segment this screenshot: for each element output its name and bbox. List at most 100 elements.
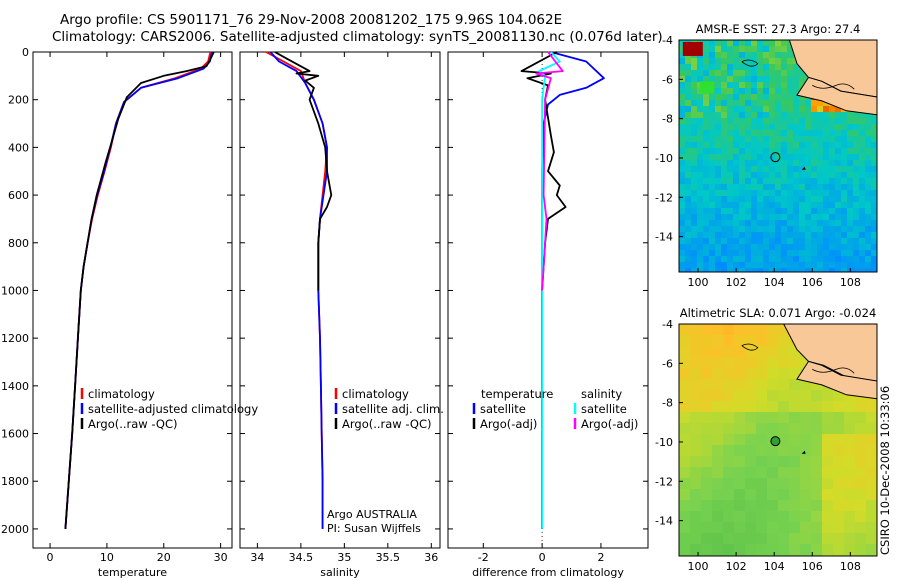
map-cell [679,232,686,239]
map-cell [823,184,830,191]
map-cell [723,489,735,501]
map-cell [709,256,716,263]
map-cell [787,100,794,107]
map-cell [859,160,866,167]
map-cell [781,64,788,71]
map-cell [697,190,704,197]
map-cell [703,226,710,233]
map-cell [787,184,794,191]
map-cell [745,379,757,391]
map-cell [723,357,735,369]
map-cell [775,196,782,203]
map-cell [805,142,812,149]
map-cell [727,58,734,65]
map-cell [697,238,704,245]
map-cell [835,136,842,143]
map-cell [685,166,692,173]
map-cell [859,142,866,149]
map-cell [859,196,866,203]
map-cell [727,82,734,89]
map-cell [767,346,779,358]
map-cell [763,100,770,107]
map-cell [781,46,788,53]
map-cell [751,46,758,53]
map-cell [733,100,740,107]
map-cell [751,100,758,107]
map-cell [697,124,704,131]
map-cell [703,154,710,161]
map-cell [865,244,872,251]
map-cell [767,335,779,347]
map-cell [811,154,818,161]
x-tick-label: 30 [214,551,228,564]
map-cell [793,112,800,119]
map-cell [781,130,788,137]
map-cell [855,478,867,490]
map-cell [789,368,801,380]
map-cell [756,467,768,479]
map-cell [781,256,788,263]
map-cell [733,190,740,197]
y-tick-label: -12 [655,475,673,488]
map-cell [757,160,764,167]
map-cell [690,335,702,347]
map-cell [715,262,722,269]
map-cell [844,390,856,402]
map-cell [793,64,800,71]
map-cell [781,268,788,272]
map-cell [793,136,800,143]
map-cell [685,76,692,83]
map-cell [734,478,746,490]
map-cell [709,166,716,173]
map-cell [775,232,782,239]
map-cell [709,118,716,125]
map-cell [721,82,728,89]
map-cell [805,262,812,269]
map-cell [679,379,691,391]
map-cell [757,142,764,149]
map-cell [789,346,801,358]
map-cell [697,94,704,101]
map-cell [757,46,764,53]
map-cell [799,226,806,233]
map-cell [793,190,800,197]
map-cell [835,166,842,173]
map-cell [712,489,724,501]
map-cell [789,467,801,479]
map-cell [745,220,752,227]
map-cell [745,160,752,167]
map-cell [769,262,776,269]
map-cell [800,533,812,545]
map-cell [855,412,867,424]
x-tick-label: 20 [157,551,171,564]
map-cell [745,533,757,545]
map-cell [745,208,752,215]
map-cell [697,58,704,65]
map-cell [757,196,764,203]
series-salinity-argo-adj- [535,51,564,291]
x-tick-label: -2 [478,551,489,564]
map-cell [763,190,770,197]
map-cell [763,148,770,155]
map-cell [734,522,746,534]
map-cell [715,220,722,227]
map-cell [734,357,746,369]
map-cell [789,445,801,457]
map-cell [712,401,724,413]
map-cell [859,184,866,191]
map-cell [697,118,704,125]
map-cell [799,124,806,131]
map-cell [775,76,782,83]
map-cell [781,82,788,89]
map-cell [751,160,758,167]
map-cell [769,46,776,53]
map-cell [690,346,702,358]
legend-label: climatology [88,387,155,401]
map-cell [841,262,848,269]
map-cell [751,202,758,209]
map-cell [715,46,722,53]
map-cell [835,130,842,137]
map-cell [799,94,806,101]
map-cell [757,244,764,251]
map-cell [756,423,768,435]
